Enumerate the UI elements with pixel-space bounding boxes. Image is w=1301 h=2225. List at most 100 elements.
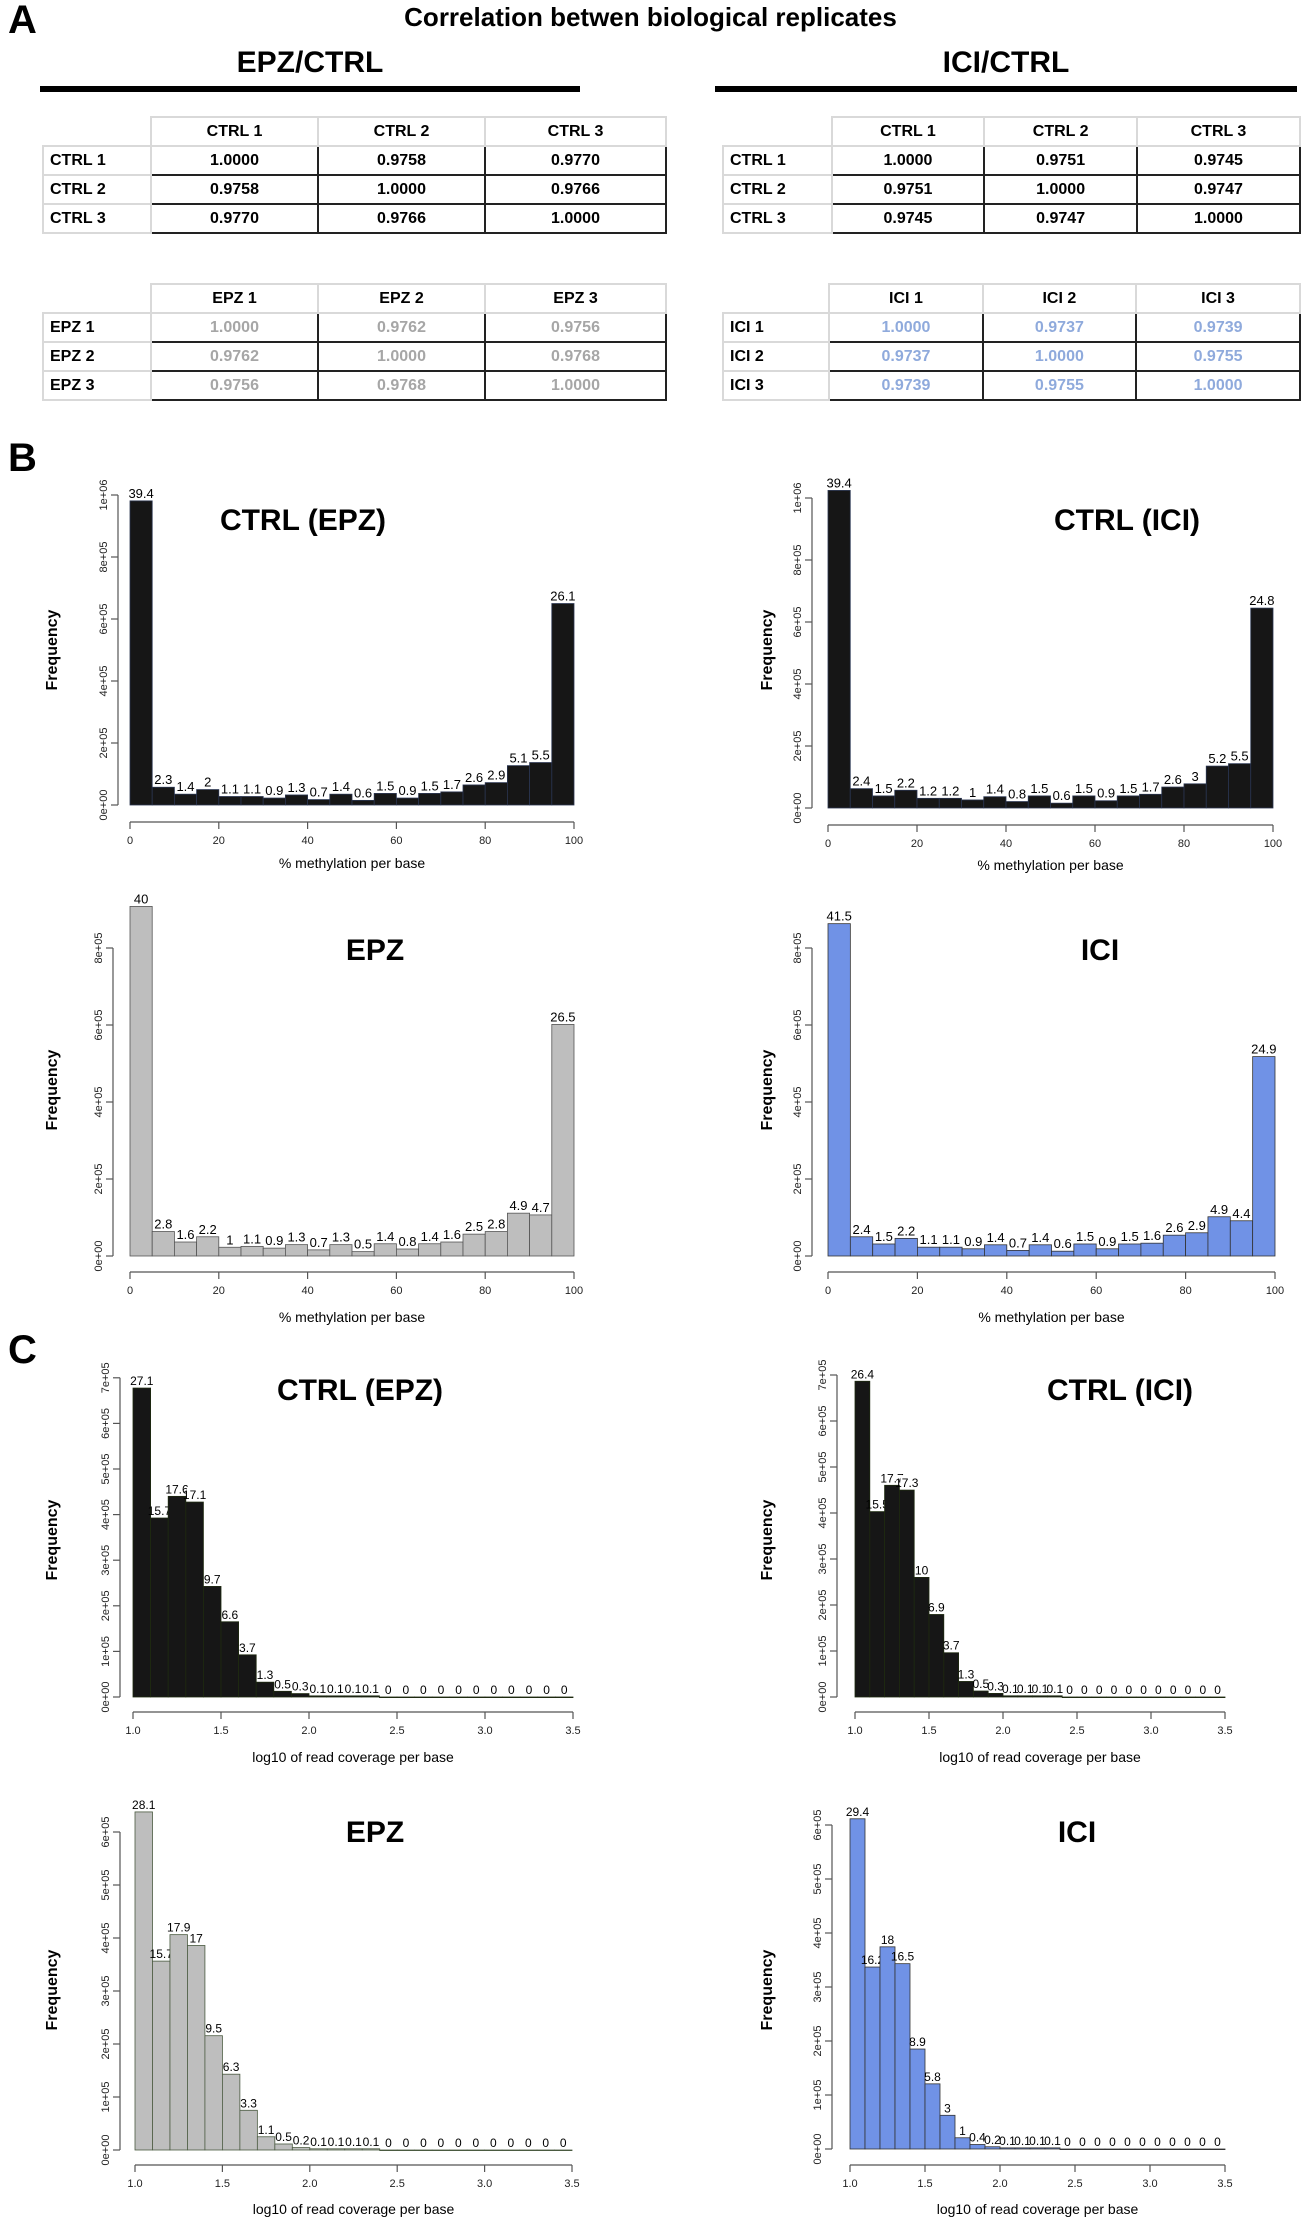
chart-title: CTRL (EPZ) xyxy=(277,1374,443,1407)
bar-value-label: 17.6 xyxy=(165,1482,189,1496)
bar-value-label: 0 xyxy=(1094,2135,1101,2149)
x-tick-label: 3.0 xyxy=(477,2178,492,2190)
y-tick-label: 0e+00 xyxy=(93,1241,105,1272)
histogram-bar xyxy=(1150,1696,1167,1699)
bar-value-label: 0 xyxy=(508,1683,515,1697)
correlation-value: 1.0000 xyxy=(484,203,667,234)
x-tick-label: 80 xyxy=(479,1285,491,1297)
bar-value-label: 0 xyxy=(1214,1683,1221,1697)
histogram-bar xyxy=(220,1621,240,1698)
bar-value-label: 16.5 xyxy=(891,1950,915,1964)
y-tick-label: 3e+05 xyxy=(100,1976,112,2007)
bar-label-background xyxy=(1078,1682,1091,1695)
histogram-bar xyxy=(854,1380,871,1698)
bar-label-background xyxy=(521,1682,537,1695)
histogram-bar xyxy=(1149,2148,1166,2151)
column-header: ICI 1 xyxy=(828,283,984,314)
bar-value-label: 0.1 xyxy=(363,2135,380,2149)
histogram-bar xyxy=(329,1244,353,1257)
correlation-value: 1.0000 xyxy=(317,174,486,205)
x-tick-label: 60 xyxy=(390,835,402,847)
bar-label-background xyxy=(310,2133,327,2147)
bar-label-background xyxy=(1030,1229,1051,1243)
y-tick-label: 6e+05 xyxy=(100,1408,112,1439)
bar-label-background xyxy=(258,2121,274,2135)
bar-value-label: 0.1 xyxy=(999,2134,1016,2148)
bar-value-label: 0 xyxy=(543,1683,550,1697)
y-tick-label: 0e+00 xyxy=(100,2135,112,2166)
histogram-bar xyxy=(396,1696,416,1699)
bar-label-background xyxy=(1152,1682,1165,1695)
bar-value-label: 40 xyxy=(134,891,148,906)
y-axis-label: Frequency xyxy=(44,1949,61,2030)
histogram-bar xyxy=(291,2147,311,2151)
chart-title: ICI xyxy=(1081,934,1119,967)
histogram-bar xyxy=(418,1243,442,1257)
histogram-bar xyxy=(274,2143,293,2151)
bar-label-background xyxy=(151,1503,168,1517)
correlation-value: 1.0000 xyxy=(830,145,986,176)
histogram-bar xyxy=(1027,795,1051,809)
bar-label-background xyxy=(222,1606,238,1620)
bar-label-background xyxy=(956,2122,969,2136)
bar-label-background xyxy=(219,1232,240,1246)
histogram-bar xyxy=(537,1696,556,1699)
histogram-bar xyxy=(378,1696,398,1699)
x-tick-label: 1.5 xyxy=(215,2178,230,2190)
histogram-bar xyxy=(909,2048,926,2150)
bar-value-label: 41.5 xyxy=(827,909,852,924)
x-tick-label: 60 xyxy=(1089,838,1101,850)
histogram-bar xyxy=(973,1690,989,1698)
bar-value-label: 1.3 xyxy=(287,1230,305,1245)
bar-label-background xyxy=(1196,1682,1210,1695)
correlation-value: 0.9768 xyxy=(317,370,486,401)
bar-value-label: 2.2 xyxy=(897,1223,915,1238)
correlation-value: 1.0000 xyxy=(150,312,319,343)
histogram-bar xyxy=(827,923,851,1257)
x-tick-label: 1.5 xyxy=(917,2178,932,2190)
histogram-bar xyxy=(134,1811,153,2151)
bar-label-background xyxy=(1106,2134,1119,2147)
bar-value-label: 1.1 xyxy=(258,2123,275,2137)
x-tick-label: 20 xyxy=(213,835,225,847)
correlation-value: 0.9747 xyxy=(1135,174,1301,205)
bar-label-background xyxy=(468,1682,484,1695)
histogram-bar xyxy=(924,2083,941,2150)
bar-label-background xyxy=(1162,772,1183,786)
y-tick-label: 4e+05 xyxy=(100,1923,112,1954)
row-label: CTRL 1 xyxy=(722,145,833,176)
bar-label-background xyxy=(186,1487,203,1501)
histogram-bar xyxy=(1072,795,1096,809)
table-row: CTRL 2 0.9758 1.0000 0.9766 xyxy=(42,174,667,205)
histogram-bar xyxy=(551,1024,575,1257)
bar-label-background xyxy=(870,1496,884,1510)
y-tick-label: 4e+05 xyxy=(93,1087,105,1118)
x-tick-label: 1.0 xyxy=(127,2178,142,2190)
correlation-value: 0.9751 xyxy=(830,174,986,205)
y-tick-label: 0e+00 xyxy=(98,790,110,821)
bar-value-label: 2.6 xyxy=(1165,1220,1183,1235)
bar-label-background xyxy=(926,2068,939,2082)
histogram-bar xyxy=(1252,1056,1276,1257)
histogram-bar xyxy=(1116,795,1140,809)
histogram-bar xyxy=(1180,1696,1196,1699)
bar-label-background xyxy=(486,1216,507,1230)
row-label: EPZ 1 xyxy=(42,312,152,343)
histogram-bar xyxy=(1134,2148,1151,2151)
histogram-bar xyxy=(938,797,962,809)
bar-value-label: 1.4 xyxy=(1031,1230,1049,1245)
column-header: CTRL 3 xyxy=(484,116,667,147)
bar-value-label: 0.5 xyxy=(972,1677,989,1691)
bar-label-background xyxy=(1052,1236,1073,1250)
histogram-bar xyxy=(984,2146,1001,2150)
bar-value-label: 4.9 xyxy=(1210,1202,1228,1217)
bar-value-label: 26.1 xyxy=(550,589,575,604)
histogram-bar xyxy=(864,1966,881,2150)
bar-value-label: 3.7 xyxy=(943,1639,960,1653)
bar-label-background xyxy=(327,1680,344,1694)
x-tick-label: 0 xyxy=(127,1285,133,1297)
bar-value-label: 0 xyxy=(1214,2135,1221,2149)
bar-label-background xyxy=(486,1682,502,1695)
y-tick-label: 4e+05 xyxy=(792,669,804,700)
bar-label-background xyxy=(895,775,916,789)
